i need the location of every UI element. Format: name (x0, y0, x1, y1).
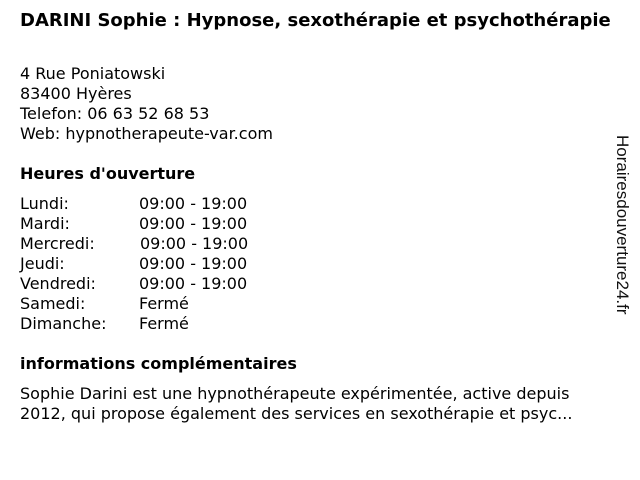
hours-value: 09:00 - 19:00 (139, 274, 248, 293)
phone: Telefon: 06 63 52 68 53 (20, 104, 210, 123)
hours-row: Lundi: 09:00 - 19:00 (20, 194, 248, 214)
hours-row: Samedi: Fermé (20, 294, 248, 314)
hours-row: Dimanche: Fermé (20, 314, 248, 334)
hours-value: 09:00 - 19:00 (139, 254, 248, 273)
description: Sophie Darini est une hypnothérapeute ex… (20, 384, 573, 423)
watermark: Horairesdouverture24.fr (613, 135, 632, 315)
day-label: Vendredi: (20, 274, 96, 293)
website: Web: hypnotherapeute-var.com (20, 124, 273, 143)
hours-row: Jeudi: 09:00 - 19:00 (20, 254, 248, 274)
hours-row: Mercredi: 09:00 - 19:00 (20, 234, 248, 254)
hours-value: Fermé (139, 314, 189, 333)
day-label: Dimanche: (20, 314, 107, 333)
hours-value: 09:00 - 19:00 (140, 234, 249, 253)
hours-value: Fermé (139, 294, 189, 313)
day-label: Samedi: (20, 294, 86, 313)
opening-hours-table: Lundi: 09:00 - 19:00 Mardi: 09:00 - 19:00 … (20, 194, 248, 334)
street-address: 4 Rue Poniatowski (20, 64, 166, 83)
hours-heading: Heures d'ouverture (20, 164, 196, 183)
day-label: Lundi: (20, 194, 69, 213)
address-block: 4 Rue Poniatowski 83400 Hyères Telefon: … (20, 64, 273, 144)
city: 83400 Hyères (20, 84, 132, 103)
hours-row: Mardi: 09:00 - 19:00 (20, 214, 248, 234)
day-label: Mercredi: (20, 234, 95, 253)
day-label: Jeudi: (20, 254, 65, 273)
hours-value: 09:00 - 19:00 (139, 214, 248, 233)
hours-value: 09:00 - 19:00 (139, 194, 248, 213)
day-label: Mardi: (20, 214, 70, 233)
page-title: DARINI Sophie : Hypnose, sexothérapie et… (20, 10, 611, 31)
hours-row: Vendredi: 09:00 - 19:00 (20, 274, 248, 294)
info-heading: informations complémentaires (20, 354, 297, 373)
